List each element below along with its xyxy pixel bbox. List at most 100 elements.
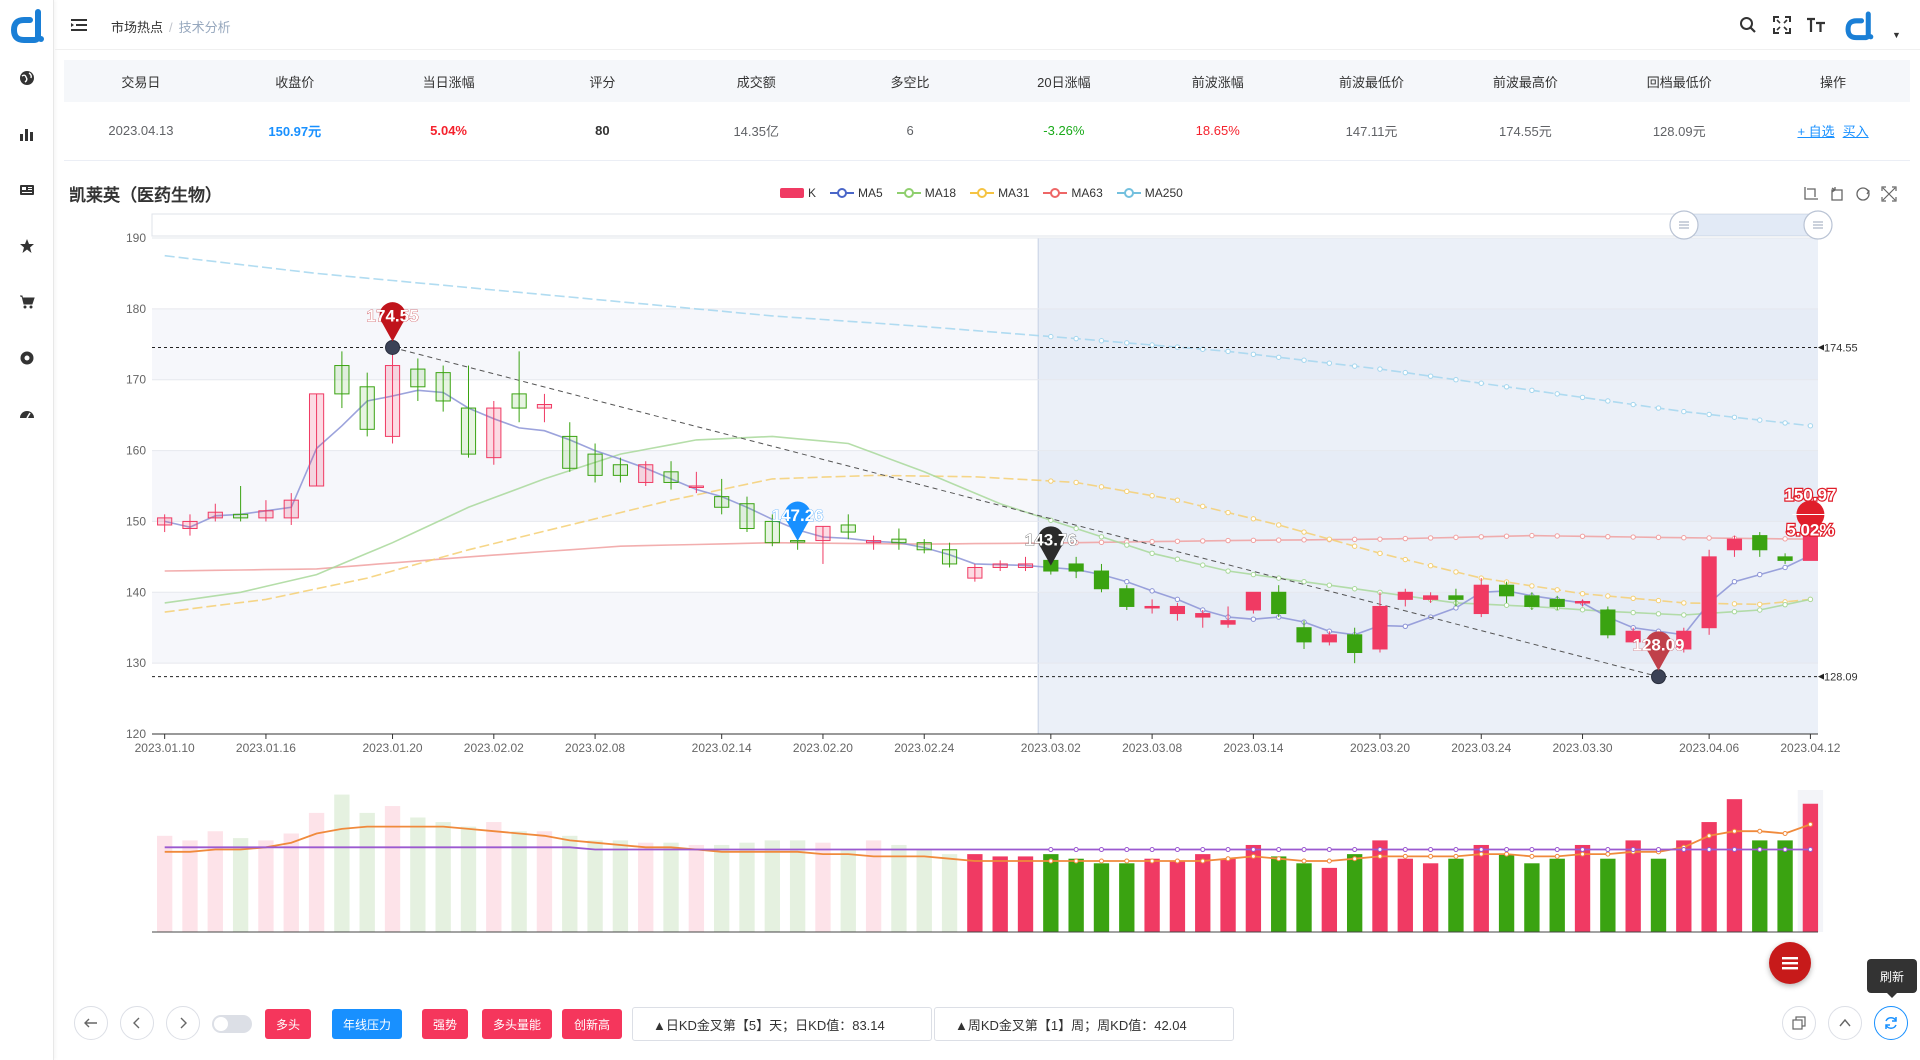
ma63-line-point — [1706, 535, 1712, 541]
candle-body — [739, 503, 755, 530]
scroll-top-button[interactable] — [1828, 1006, 1862, 1040]
volume-ma2-line-point — [1655, 847, 1661, 853]
marker-low — [1645, 631, 1672, 671]
add-watchlist-link[interactable]: + 自选 — [1797, 124, 1835, 140]
col-prev-wave-high: 前波最高价 — [1448, 60, 1603, 102]
volume-bar — [232, 838, 249, 932]
ma250-line-point — [1529, 387, 1535, 394]
volume-bar — [663, 842, 679, 932]
volume-ma-line-point — [1478, 851, 1484, 857]
legend-ma250[interactable]: MA250 — [1116, 186, 1183, 200]
zoom-reset-icon[interactable] — [1828, 185, 1846, 203]
ma18-line-point — [1098, 534, 1105, 540]
copy-button[interactable] — [1782, 1006, 1816, 1040]
volume-ma-line-point — [1250, 853, 1256, 859]
save-image-icon[interactable] — [1880, 185, 1898, 203]
news-icon[interactable] — [15, 178, 39, 202]
volume-ma-line-point — [1402, 853, 1408, 859]
candle-body — [1321, 634, 1337, 643]
bar-chart-icon[interactable] — [15, 122, 39, 146]
tag-bullish-volume[interactable]: 多头量能 — [482, 1009, 552, 1039]
ma31-line-point — [1529, 583, 1535, 589]
candle-body — [511, 393, 527, 409]
tag-annual-pressure[interactable]: 年线压力 — [332, 1009, 402, 1039]
font-size-icon[interactable] — [1805, 14, 1827, 36]
ma250-line-point — [1731, 414, 1738, 420]
cell-change20: -3.26% — [986, 102, 1141, 161]
legend-ma63[interactable]: MA63 — [1043, 186, 1103, 200]
search-icon[interactable] — [1737, 14, 1759, 36]
volume-ma2-line-point — [1529, 847, 1535, 853]
ma18-line-point — [1326, 582, 1333, 588]
refresh-icon — [1885, 1017, 1897, 1029]
candle-body — [1068, 563, 1084, 572]
legend-k[interactable]: K — [780, 186, 816, 200]
candle-body — [1701, 556, 1717, 629]
x-tick-label: 2023.02.20 — [793, 741, 853, 755]
tag-strong[interactable]: 强势 — [422, 1009, 468, 1039]
low-point — [1650, 669, 1666, 685]
ma18-line-point — [1301, 578, 1307, 585]
volume-ma2-line-point — [1478, 847, 1484, 853]
cart-icon[interactable] — [15, 290, 39, 314]
back-button[interactable] — [74, 1006, 108, 1040]
dashboard-icon[interactable] — [15, 402, 39, 426]
marker-high — [379, 302, 406, 342]
tag-new-high[interactable]: 创新高 — [562, 1009, 622, 1039]
y-tick-label: 160 — [126, 444, 146, 458]
volume-ma-line-point — [1529, 853, 1535, 859]
cell-close: 150.97元 — [217, 102, 372, 161]
app-logo[interactable] — [8, 6, 46, 44]
user-menu-caret-icon[interactable]: ▼ — [1892, 30, 1901, 40]
volume-bar — [1372, 840, 1388, 932]
volume-ma-line-point — [1200, 858, 1206, 864]
toggle-switch[interactable] — [212, 1015, 252, 1033]
ma31-line-point — [1073, 479, 1079, 486]
user-avatar-icon[interactable] — [1843, 9, 1875, 41]
volume-ma2-line-point — [1174, 847, 1180, 853]
menu-toggle-icon[interactable] — [69, 15, 89, 35]
ma31-line-point — [1554, 587, 1560, 593]
ma63-line-point — [1427, 535, 1434, 541]
refresh-button[interactable] — [1874, 1006, 1908, 1040]
candle-body — [410, 368, 426, 388]
candle-body — [1372, 605, 1388, 650]
zoom-select-icon[interactable] — [1802, 185, 1820, 203]
volume-bar — [1777, 840, 1793, 932]
floating-menu-button[interactable] — [1769, 942, 1811, 984]
settings-icon[interactable] — [15, 346, 39, 370]
fullscreen-icon[interactable] — [1771, 14, 1793, 36]
prev-button[interactable] — [120, 1006, 154, 1040]
candle-body — [435, 372, 451, 402]
col-prev-wave-change: 前波涨幅 — [1140, 60, 1295, 102]
next-button[interactable] — [166, 1006, 200, 1040]
legend-ma5[interactable]: MA5 — [830, 186, 883, 200]
ma63-line-point — [1250, 537, 1257, 544]
cell-change: 5.04% — [371, 102, 526, 161]
ma18-line-point — [1048, 517, 1054, 523]
breadcrumb-home[interactable]: 市场热点 — [111, 20, 164, 35]
ma31-line-point — [1200, 503, 1206, 510]
volume-bar — [1169, 861, 1186, 932]
star-icon[interactable] — [15, 234, 39, 258]
ma250-line-point — [1073, 335, 1079, 342]
zoom-handle-grip-icon — [1813, 221, 1823, 229]
globe-icon[interactable] — [15, 66, 39, 90]
tag-bullish[interactable]: 多头 — [265, 1009, 311, 1039]
volume-ma-line-point — [1098, 858, 1104, 864]
volume-bar — [1650, 858, 1667, 932]
selection-region — [1038, 238, 1818, 734]
grid-band — [152, 238, 1818, 309]
restore-icon[interactable] — [1854, 185, 1872, 203]
buy-link[interactable]: 买入 — [1842, 124, 1869, 140]
volume-ma2-line-point — [1149, 847, 1155, 853]
candle-body — [1600, 609, 1616, 636]
volume-ma2-line-point — [1250, 847, 1256, 853]
volume-ma2-line-point — [1580, 847, 1586, 853]
ma18-line-point — [1655, 611, 1662, 617]
legend-ma31[interactable]: MA31 — [970, 186, 1029, 200]
ma250-line-point — [1579, 394, 1586, 401]
ma31-line-point — [1630, 595, 1636, 602]
legend-ma18[interactable]: MA18 — [896, 186, 956, 200]
